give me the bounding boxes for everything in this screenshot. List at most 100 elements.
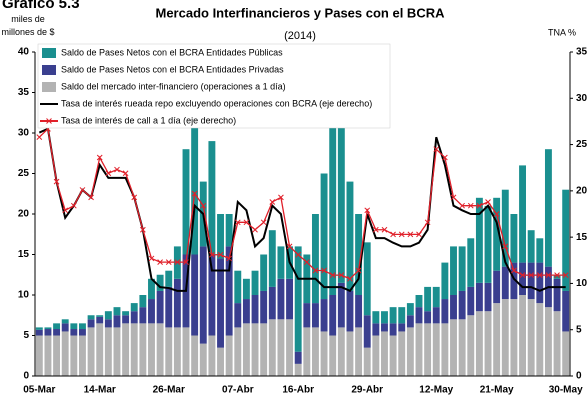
bar — [182, 149, 190, 255]
bar — [225, 335, 233, 376]
marker — [243, 219, 250, 226]
x-tick-label: 21-May — [480, 385, 514, 396]
bar — [544, 307, 552, 376]
y-tick-label: 40 — [18, 47, 30, 58]
bar — [294, 363, 302, 376]
bar — [234, 270, 242, 304]
bar — [363, 347, 371, 376]
marker — [165, 259, 172, 265]
x-tick-label: 05-Mar — [23, 385, 55, 396]
bar — [191, 335, 199, 376]
bar — [311, 303, 319, 328]
bar — [450, 246, 457, 295]
marker — [433, 146, 440, 153]
bar — [268, 319, 276, 376]
marker — [424, 219, 431, 226]
marker — [312, 267, 319, 274]
bar — [35, 335, 43, 376]
bar — [493, 270, 501, 304]
y2-axis-label: TNA % — [548, 27, 576, 37]
chart-subtitle: (2014) — [284, 30, 316, 42]
x-tick-label: 30-May — [549, 385, 583, 396]
bar — [199, 246, 207, 344]
bar — [398, 331, 406, 376]
marker — [442, 154, 448, 161]
marker — [485, 199, 491, 205]
marker — [70, 202, 77, 209]
bar — [389, 307, 397, 324]
bar — [260, 254, 268, 291]
bar — [148, 299, 155, 324]
y2-tick-label: 10 — [576, 278, 587, 289]
bar — [70, 329, 78, 336]
legend-label: Saldo del mercado inter-financiero (oper… — [61, 81, 286, 91]
bar — [191, 254, 199, 336]
bar — [139, 295, 147, 308]
bar — [337, 327, 345, 376]
bar — [61, 323, 69, 332]
marker — [459, 202, 465, 209]
bar — [562, 189, 570, 291]
bar — [363, 242, 371, 316]
bar — [130, 311, 138, 324]
legend-label: Saldo de Pases Netos con el BCRA Entidad… — [61, 47, 283, 57]
bar — [484, 205, 492, 283]
bar — [501, 299, 509, 376]
bar — [277, 246, 285, 279]
marker — [519, 272, 526, 278]
bar — [208, 335, 216, 376]
bar — [467, 315, 475, 376]
bar — [286, 278, 294, 320]
legend-swatch — [42, 82, 56, 92]
legend-label: Saldo de Pases Netos con el BCRA Entidad… — [61, 64, 284, 74]
bar — [527, 230, 535, 263]
chart-title: Mercado Interfinancieros y Pases con el … — [156, 5, 446, 20]
bar — [553, 278, 561, 312]
bar — [536, 238, 544, 263]
bar — [432, 307, 440, 324]
marker — [260, 219, 267, 226]
bar — [415, 307, 423, 324]
marker — [140, 226, 146, 233]
x-tick-label: 12-May — [419, 385, 453, 396]
bar — [113, 315, 121, 328]
marker — [183, 259, 189, 265]
bar — [406, 327, 414, 376]
marker — [450, 194, 457, 201]
bar — [346, 331, 354, 376]
bar — [501, 189, 509, 267]
bar — [329, 108, 337, 295]
bar — [484, 282, 492, 312]
bar — [432, 286, 440, 308]
marker — [467, 202, 474, 209]
bar — [294, 351, 302, 364]
bar — [424, 286, 432, 312]
bar — [415, 295, 423, 308]
bar — [268, 230, 276, 287]
bar — [277, 319, 285, 376]
bar — [191, 124, 199, 255]
marker — [217, 251, 224, 258]
marker — [390, 231, 396, 238]
bar — [242, 299, 250, 324]
bar — [35, 327, 43, 330]
y-tick-label: 20 — [18, 209, 30, 220]
marker — [131, 194, 138, 201]
bar — [130, 323, 138, 376]
bar — [53, 329, 61, 336]
bar — [87, 315, 95, 320]
y-axis-label-line: millones de $ — [1, 27, 54, 37]
bar — [44, 329, 52, 336]
bar — [329, 335, 337, 376]
bar — [346, 290, 354, 332]
bar — [104, 327, 112, 376]
bar — [242, 278, 250, 300]
bar — [156, 274, 164, 291]
marker — [269, 199, 276, 205]
bar — [156, 323, 164, 376]
bar — [277, 278, 285, 320]
marker — [364, 207, 371, 214]
marker — [398, 231, 405, 238]
marker — [476, 202, 483, 209]
bar — [53, 323, 61, 330]
